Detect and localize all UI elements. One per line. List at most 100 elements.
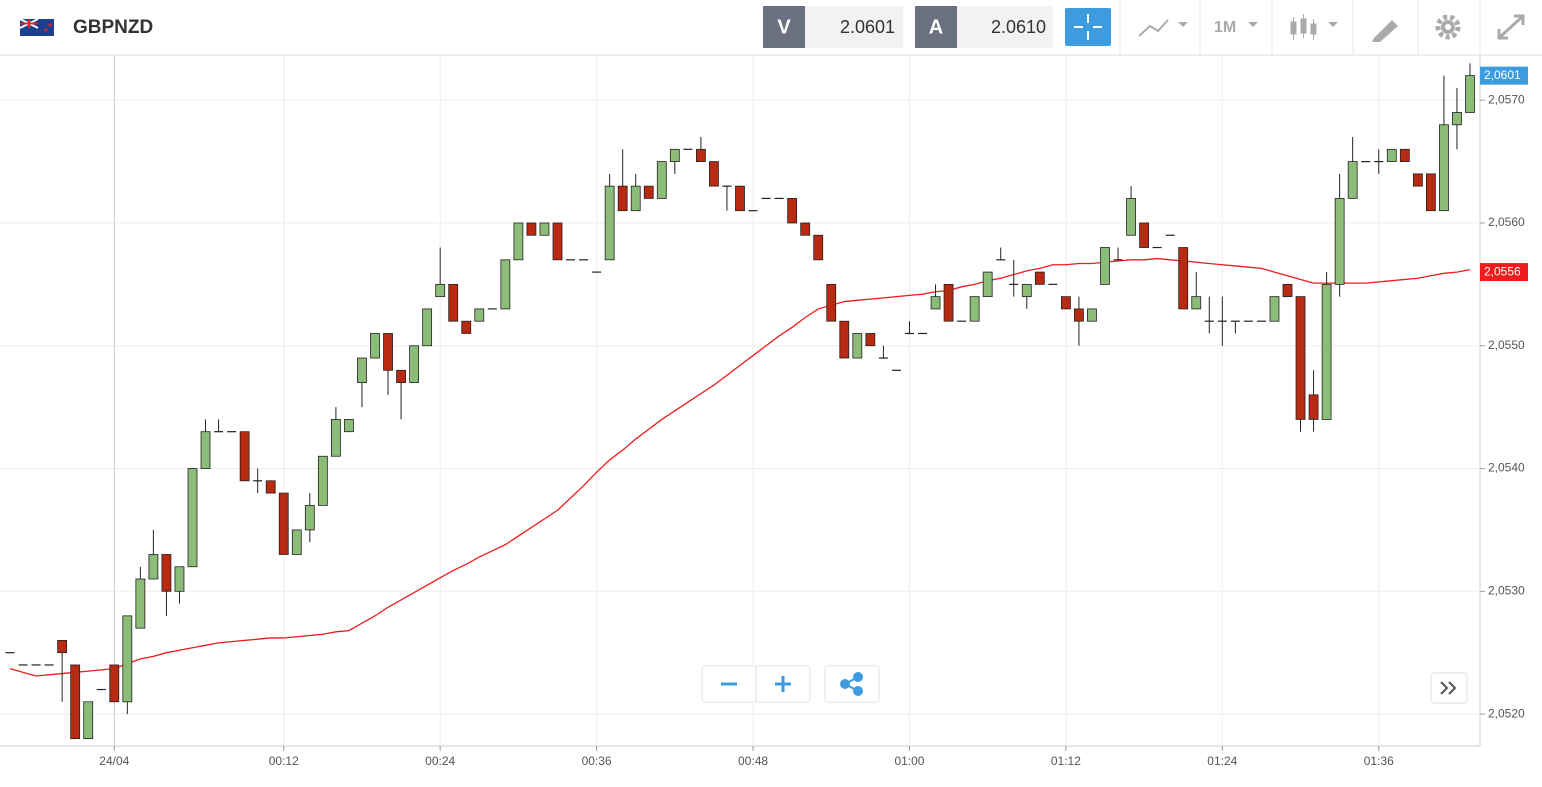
ma-tag: 2,0556 (1484, 264, 1521, 278)
candle-body (1126, 198, 1136, 236)
bid-price: 2.0601 (840, 17, 895, 37)
candle-body (1452, 112, 1462, 126)
candle-body (539, 222, 550, 236)
candle-body (1087, 308, 1097, 322)
candle-body (735, 185, 745, 212)
candle-body (630, 185, 641, 212)
candle-body (513, 222, 524, 261)
candle-body (500, 259, 511, 310)
candle-body (174, 566, 185, 592)
y-tick-label: 2,0530 (1488, 583, 1525, 597)
bid-button[interactable] (763, 6, 805, 48)
y-tick-label: 2,0520 (1488, 706, 1525, 720)
share-button[interactable] (824, 665, 880, 703)
settings-button[interactable] (1435, 14, 1461, 40)
candle-body (396, 369, 406, 383)
candle-body (969, 296, 980, 322)
crosshair-icon (1074, 14, 1102, 40)
candle-body (1269, 296, 1280, 322)
candle-body (383, 333, 393, 371)
indicator-button[interactable] (1138, 19, 1188, 37)
candle-body (1295, 296, 1306, 420)
crosshair-button[interactable] (1065, 8, 1111, 46)
candle-body (1021, 283, 1032, 298)
candle-body (148, 554, 159, 580)
candle-body (409, 345, 420, 383)
candle-body (943, 283, 954, 322)
draw-button[interactable] (1372, 20, 1398, 42)
candle-body (1060, 296, 1071, 310)
candle-body (839, 320, 850, 359)
candle-body (435, 283, 446, 298)
chart-type-button[interactable] (1290, 14, 1338, 40)
candle-body (656, 161, 667, 199)
flag (19, 18, 54, 36)
candle-body (109, 664, 120, 703)
candle-body (122, 615, 133, 703)
candle-body (344, 419, 354, 433)
ask-label: A (929, 16, 943, 38)
candle-body (330, 419, 341, 457)
candle-body (83, 701, 94, 740)
candle-body (200, 431, 211, 469)
candle-body (787, 198, 798, 224)
candle-body (57, 640, 68, 654)
candle-body (1439, 124, 1449, 212)
candle-body (865, 333, 876, 347)
ma-tag-bg (1480, 263, 1528, 282)
y-tick-label: 2,0570 (1488, 92, 1525, 106)
x-tick-label: 24/04 (99, 754, 129, 768)
moving-average (9, 257, 1471, 677)
candle-body (930, 296, 941, 310)
scroll-right-icon (1440, 681, 1457, 695)
scroll-right-button[interactable] (1430, 672, 1468, 704)
candle-body (278, 492, 289, 555)
candle-body (1386, 148, 1397, 162)
candle-body (474, 308, 485, 322)
candle-body (317, 455, 328, 506)
candle-body (813, 234, 824, 261)
candle-body (1347, 161, 1358, 199)
price-tag: 2,0601 (1484, 68, 1521, 82)
candle-body (239, 431, 250, 482)
candle-body (1425, 173, 1436, 212)
candle-body (304, 504, 315, 531)
candle-body (1139, 222, 1150, 248)
candle-body (552, 222, 563, 261)
candle-body (291, 529, 302, 555)
ask-button[interactable] (915, 6, 957, 48)
bid-box (805, 6, 903, 48)
candle-body (370, 333, 380, 359)
zoom-in[interactable] (775, 676, 791, 692)
candle-body (1034, 271, 1045, 285)
price-tags: 2,0601 2,0556 (1480, 66, 1528, 282)
candle-body (461, 320, 472, 334)
candle-body (265, 480, 276, 494)
timeframe[interactable]: 1M (1214, 19, 1236, 36)
candle-body (669, 148, 680, 162)
candle-body (1321, 283, 1332, 420)
candle-body (161, 554, 172, 592)
ask-box (957, 6, 1053, 48)
grid: 2,0520 2,0530 2,0540 2,0550 2,0560 2,0570 24/0… (0, 56, 1525, 768)
price-tag-bg (1480, 66, 1528, 85)
candle-body (70, 664, 81, 740)
candle-body (1100, 247, 1110, 285)
x-tick-label: 01:36 (1364, 754, 1394, 768)
candle-body (852, 333, 863, 359)
toolbar-separators (1119, 0, 1481, 55)
candle-body (1282, 283, 1293, 298)
x-tick-label: 00:36 (582, 754, 612, 768)
candle-body (982, 271, 993, 298)
y-tick-label: 2,0560 (1488, 215, 1525, 229)
candle-body (526, 222, 537, 236)
candle-body (1191, 296, 1202, 310)
candle-body (1399, 148, 1410, 162)
y-tick-label: 2,0540 (1488, 461, 1525, 475)
zoom-controls (701, 665, 1468, 704)
fullscreen-button[interactable] (1497, 14, 1525, 40)
timeframe-caret (1248, 22, 1258, 27)
symbol: GBPNZD (73, 17, 153, 38)
ask-price: 2.0610 (991, 17, 1046, 37)
x-tick-label: 01:24 (1207, 754, 1237, 768)
